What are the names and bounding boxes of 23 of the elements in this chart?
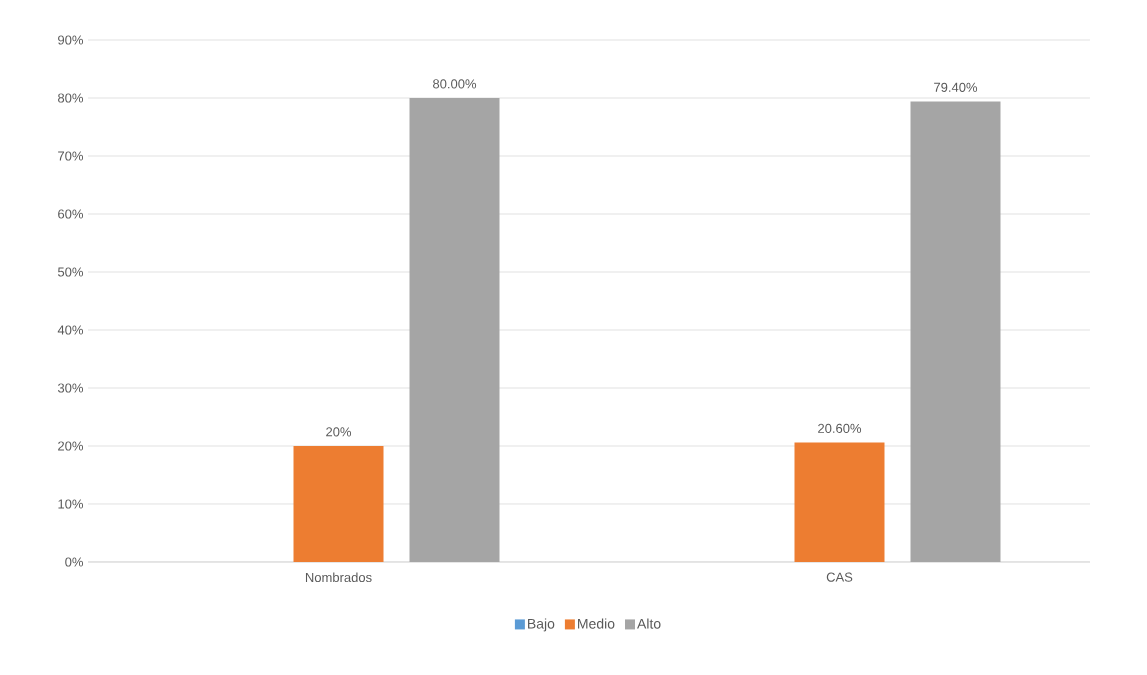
y-tick-label: 50% xyxy=(57,267,84,277)
x-tick-label: CAS xyxy=(826,572,853,582)
y-tick-label: 10% xyxy=(58,499,84,509)
data-label: 20% xyxy=(326,427,352,437)
bar xyxy=(910,101,1001,562)
x-tick-label: Nombrados xyxy=(305,572,372,583)
y-tick-label: 80% xyxy=(58,93,84,103)
data-label: 80.00% xyxy=(433,79,477,89)
y-tick-label: 30% xyxy=(57,383,84,393)
legend-label: Alto xyxy=(637,618,661,629)
data-label: 20.60% xyxy=(818,423,862,433)
bar xyxy=(293,445,384,562)
data-label: 79.40% xyxy=(934,82,978,92)
legend-label: Medio xyxy=(578,618,615,629)
y-tick-label: 90% xyxy=(58,35,84,45)
legend-label: Bajo xyxy=(528,618,555,632)
bar xyxy=(409,97,500,562)
y-tick-label: 40% xyxy=(57,325,84,335)
y-tick-label: 0% xyxy=(65,557,84,567)
y-tick-label: 20% xyxy=(58,441,84,451)
y-tick-label: 60% xyxy=(58,209,84,219)
bar xyxy=(794,442,885,562)
y-tick-label: 70% xyxy=(58,151,84,161)
